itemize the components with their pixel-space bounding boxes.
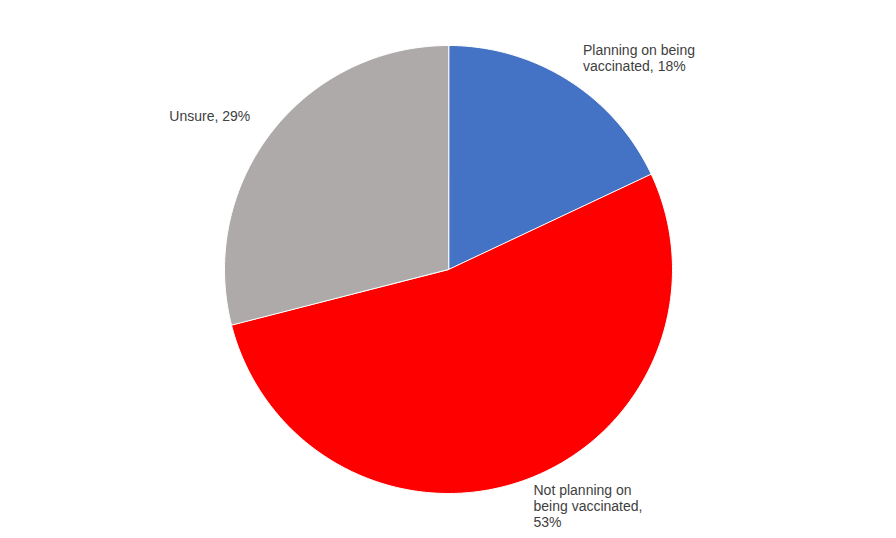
svg-text:Unsure, 29%: Unsure, 29% bbox=[169, 108, 250, 124]
svg-text:Planning on beingvaccinated, 1: Planning on beingvaccinated, 18% bbox=[583, 42, 695, 74]
svg-text:Not planning onbeing vaccinate: Not planning onbeing vaccinated,53% bbox=[533, 482, 642, 530]
